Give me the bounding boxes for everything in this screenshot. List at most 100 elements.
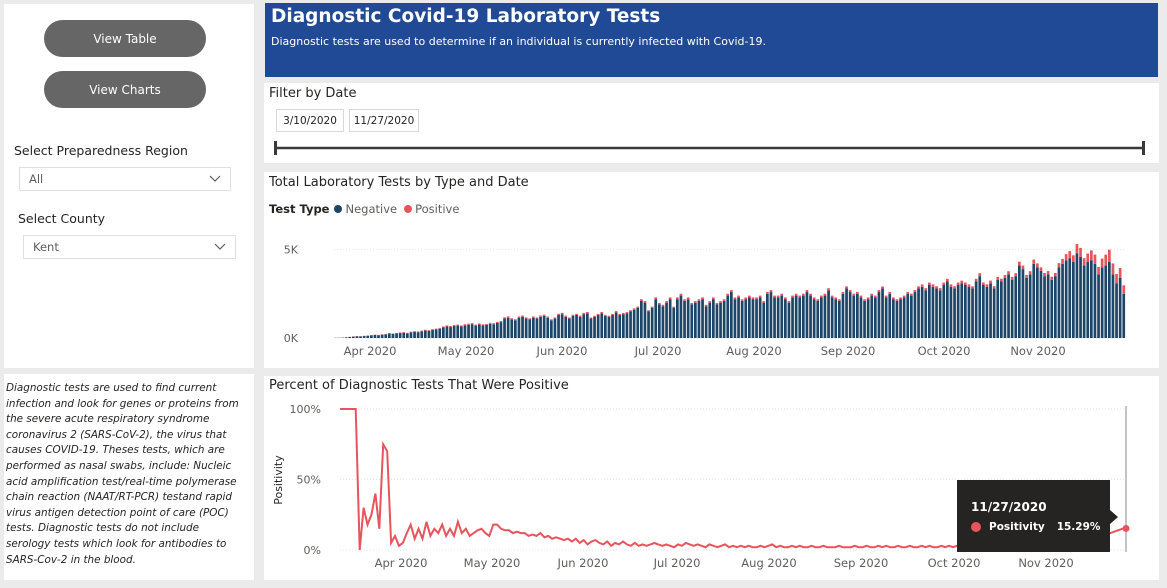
- positive-bar[interactable]: [474, 324, 478, 326]
- negative-bar[interactable]: [539, 316, 542, 338]
- negative-bar[interactable]: [1108, 262, 1111, 338]
- positive-bar[interactable]: [701, 297, 704, 300]
- negative-bar[interactable]: [395, 333, 398, 338]
- positive-bar[interactable]: [730, 290, 733, 293]
- negative-bar[interactable]: [640, 300, 643, 338]
- negative-bar[interactable]: [1097, 274, 1100, 338]
- negative-bar[interactable]: [683, 300, 686, 338]
- positive-bar[interactable]: [776, 295, 780, 298]
- county-dropdown[interactable]: Kent: [23, 235, 236, 259]
- negative-bar[interactable]: [503, 318, 506, 338]
- negative-bar[interactable]: [780, 295, 784, 338]
- negative-bar[interactable]: [884, 297, 888, 338]
- positive-bar[interactable]: [395, 332, 398, 334]
- negative-bar[interactable]: [726, 295, 730, 338]
- positive-bar[interactable]: [618, 313, 622, 316]
- positive-bar[interactable]: [416, 331, 420, 333]
- negative-bar[interactable]: [827, 290, 830, 338]
- positive-bar[interactable]: [535, 317, 539, 319]
- negative-bar[interactable]: [575, 315, 578, 338]
- positive-bar[interactable]: [1054, 272, 1057, 277]
- negative-bar[interactable]: [737, 297, 740, 338]
- positive-bar[interactable]: [1086, 253, 1090, 263]
- negative-bar[interactable]: [553, 318, 557, 338]
- positive-bar[interactable]: [517, 316, 521, 318]
- negative-bar[interactable]: [1093, 263, 1097, 338]
- negative-bar[interactable]: [377, 335, 380, 338]
- positive-bar[interactable]: [1061, 258, 1064, 264]
- positive-bar[interactable]: [704, 304, 708, 307]
- positive-bar[interactable]: [413, 331, 416, 332]
- negative-bar[interactable]: [409, 332, 413, 338]
- negative-bar[interactable]: [427, 330, 431, 338]
- negative-bar[interactable]: [546, 317, 550, 338]
- positive-bar[interactable]: [640, 299, 643, 301]
- positive-bar[interactable]: [463, 324, 467, 326]
- positive-bar[interactable]: [827, 288, 830, 291]
- negative-bar[interactable]: [924, 290, 928, 338]
- negative-bar[interactable]: [611, 315, 614, 338]
- positive-bar[interactable]: [794, 293, 798, 296]
- positive-bar[interactable]: [524, 317, 528, 319]
- negative-bar[interactable]: [1061, 263, 1064, 338]
- negative-bar[interactable]: [744, 299, 748, 338]
- positive-bar[interactable]: [499, 321, 503, 323]
- positive-bar[interactable]: [877, 290, 881, 293]
- negative-bar[interactable]: [1010, 279, 1014, 338]
- positive-bar[interactable]: [1111, 263, 1115, 275]
- negative-bar[interactable]: [355, 336, 359, 338]
- positive-bar[interactable]: [632, 308, 636, 310]
- positive-bar[interactable]: [406, 332, 409, 334]
- positive-bar[interactable]: [503, 317, 506, 319]
- negative-bar[interactable]: [380, 334, 384, 338]
- negative-bar[interactable]: [467, 324, 470, 338]
- negative-bar[interactable]: [474, 325, 478, 338]
- negative-bar[interactable]: [499, 322, 503, 338]
- positive-bar[interactable]: [586, 311, 589, 314]
- negative-bar[interactable]: [1003, 277, 1007, 338]
- negative-bar[interactable]: [654, 299, 658, 338]
- negative-bar[interactable]: [406, 333, 409, 338]
- positive-bar[interactable]: [1100, 258, 1104, 268]
- positive-bar[interactable]: [812, 297, 816, 300]
- positive-bar[interactable]: [859, 295, 863, 298]
- negative-bar[interactable]: [967, 286, 971, 338]
- negative-bar[interactable]: [521, 316, 524, 338]
- negative-bar[interactable]: [686, 299, 690, 338]
- negative-bar[interactable]: [964, 285, 967, 338]
- region-dropdown[interactable]: All: [19, 167, 231, 191]
- positive-bar[interactable]: [1075, 244, 1079, 254]
- positive-bar[interactable]: [679, 293, 683, 296]
- positive-bar[interactable]: [1057, 263, 1061, 268]
- negative-bar[interactable]: [719, 302, 722, 338]
- negative-bar[interactable]: [550, 320, 553, 338]
- positive-bar[interactable]: [1043, 272, 1046, 277]
- negative-bar[interactable]: [589, 318, 593, 338]
- positive-bar[interactable]: [845, 286, 848, 289]
- positive-bar[interactable]: [1072, 255, 1075, 263]
- negative-bar[interactable]: [820, 297, 823, 338]
- negative-bar[interactable]: [816, 300, 820, 338]
- negative-bar[interactable]: [359, 336, 362, 338]
- positive-bar[interactable]: [920, 284, 924, 287]
- positive-bar[interactable]: [935, 286, 938, 289]
- positive-bar[interactable]: [665, 301, 668, 303]
- hover-point[interactable]: [1122, 524, 1130, 532]
- negative-bar[interactable]: [1000, 281, 1003, 338]
- negative-bar[interactable]: [902, 297, 906, 338]
- negative-bar[interactable]: [661, 306, 665, 338]
- positive-bar[interactable]: [992, 286, 996, 289]
- positive-bar[interactable]: [1068, 251, 1072, 259]
- negative-bar[interactable]: [658, 304, 661, 338]
- negative-bar[interactable]: [424, 330, 427, 338]
- positive-bar[interactable]: [726, 293, 730, 296]
- positive-bar[interactable]: [1003, 275, 1007, 278]
- positive-bar[interactable]: [650, 306, 654, 308]
- positive-bar[interactable]: [737, 295, 740, 298]
- positive-bar[interactable]: [442, 326, 445, 328]
- positive-bar[interactable]: [496, 321, 499, 323]
- positive-bar[interactable]: [766, 291, 769, 294]
- positive-bar[interactable]: [683, 299, 686, 301]
- negative-bar[interactable]: [1072, 262, 1075, 338]
- positive-bar[interactable]: [668, 297, 672, 300]
